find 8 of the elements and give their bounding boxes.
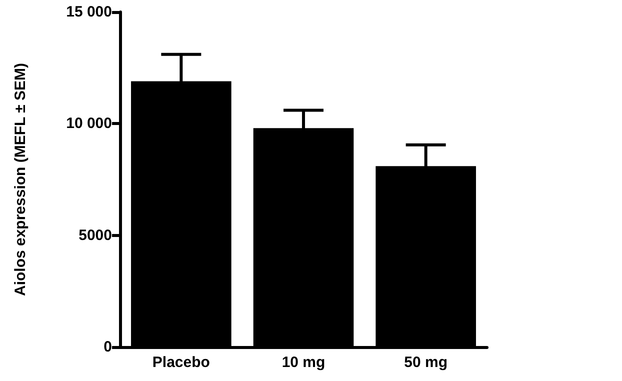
- y-tick-label: 10 000: [66, 115, 112, 132]
- y-tick-label: 0: [104, 338, 112, 356]
- x-tick-label: 10 mg: [282, 354, 326, 371]
- x-tick-label: Placebo: [152, 354, 210, 371]
- y-tick-label: 5000: [78, 226, 112, 244]
- y-axis-title: Aiolos expression (MEFL ± SEM): [12, 63, 29, 296]
- x-tick-label: 50 mg: [404, 354, 448, 371]
- y-tick-label: 15 000: [66, 4, 112, 20]
